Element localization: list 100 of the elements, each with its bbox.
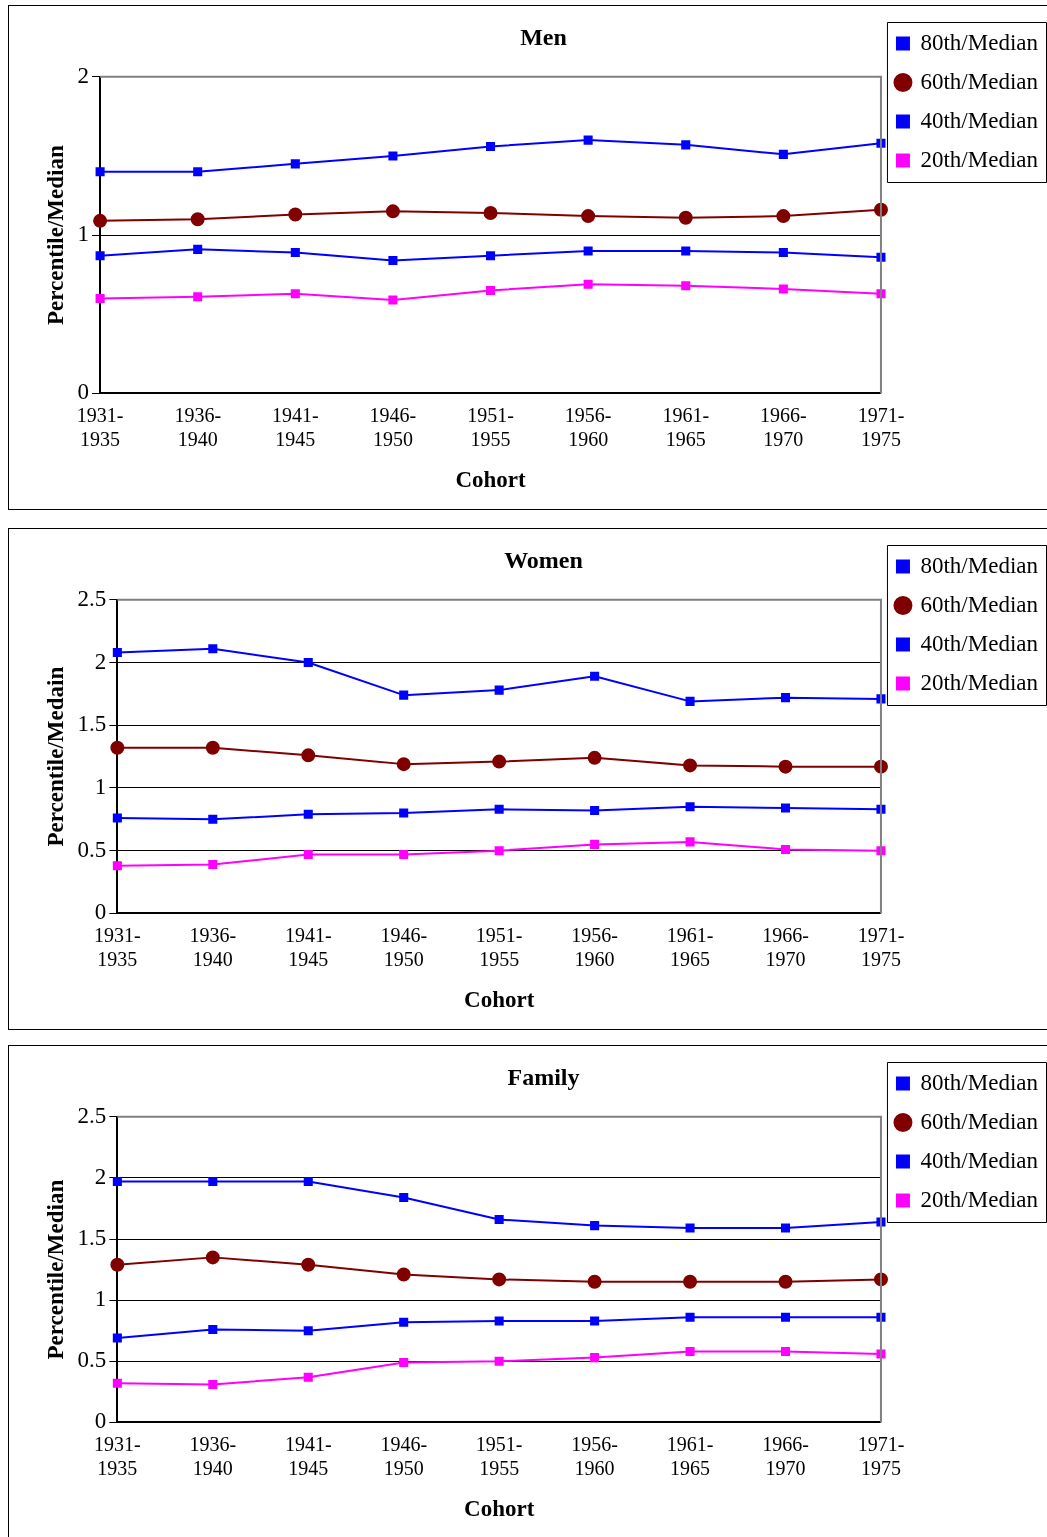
point (685, 1346, 695, 1357)
point (95, 251, 105, 261)
y-axis-title: Percentile/Median (42, 1179, 68, 1360)
point (193, 244, 203, 254)
point (587, 750, 602, 765)
point (492, 754, 507, 769)
point (780, 1312, 791, 1322)
y-tick-label: 1 (94, 1286, 107, 1312)
x-tick-label: 1936-1940 (189, 1432, 237, 1479)
point (683, 1274, 698, 1289)
point (205, 740, 220, 755)
legend-label: 60th/Median (920, 591, 1039, 617)
x-tick-label: 1951-1955 (467, 403, 514, 450)
point (590, 1353, 600, 1363)
point (780, 1346, 791, 1357)
point (208, 1324, 218, 1335)
x-axis-title: Cohort (455, 467, 526, 493)
point (583, 135, 593, 145)
y-tick-label: 2.5 (77, 585, 107, 611)
x-tick-label: 1966-1970 (760, 403, 807, 450)
point (93, 213, 108, 228)
legend-label: 40th/Median (920, 1147, 1039, 1173)
point (112, 1333, 122, 1343)
legend-label: 20th/Median (920, 1186, 1039, 1212)
legend-label: 80th/Median (920, 1069, 1039, 1095)
x-tick-label: 1941-1945 (271, 403, 319, 450)
point (778, 284, 788, 294)
point (95, 293, 105, 303)
point (486, 141, 496, 151)
point (590, 806, 600, 816)
point (492, 1272, 507, 1287)
point (486, 251, 496, 261)
x-tick-label: 1971-1975 (857, 1432, 905, 1479)
x-axis-title: Cohort (464, 1496, 535, 1522)
y-tick-label: 0 (77, 379, 90, 405)
point (301, 748, 316, 763)
chart-title: Men (520, 23, 567, 50)
point (303, 1177, 313, 1187)
x-tick-label: 1966-1970 (762, 923, 809, 970)
y-axis-title: Percentile/Median (42, 145, 68, 325)
point (112, 647, 122, 658)
legend-label: 60th/Median (920, 68, 1039, 94)
point (399, 690, 409, 700)
point (208, 1379, 218, 1390)
point (190, 212, 205, 227)
point (399, 849, 409, 859)
point (494, 1214, 504, 1225)
point (590, 839, 600, 849)
point (494, 846, 504, 856)
legend-label: 80th/Median (920, 552, 1039, 578)
x-axis-title: Cohort (464, 987, 535, 1013)
point (683, 758, 698, 773)
x-tick-label: 1961-1965 (666, 923, 714, 970)
point (685, 837, 695, 847)
point (685, 802, 695, 812)
point (681, 140, 691, 150)
legend-label: 20th/Median (920, 146, 1039, 172)
point (396, 757, 411, 772)
y-axis-title: Percentile/Medain (42, 666, 68, 847)
point (778, 1274, 793, 1289)
x-tick-label: 1966-1970 (762, 1432, 809, 1479)
point (778, 247, 788, 258)
point (112, 861, 122, 871)
x-tick-label: 1951-1955 (475, 1432, 523, 1479)
point (590, 1221, 600, 1231)
point (780, 844, 791, 854)
point (303, 849, 313, 859)
point (780, 803, 791, 813)
x-tick-label: 1956-1960 (571, 1432, 618, 1479)
x-tick-label: 1931-1935 (94, 1432, 141, 1479)
point (778, 759, 793, 774)
point (678, 210, 693, 225)
point (681, 281, 691, 291)
x-tick-label: 1961-1965 (666, 1432, 714, 1479)
y-tick-label: 2 (94, 1163, 107, 1189)
point (399, 1317, 409, 1327)
y-tick-label: 1 (77, 221, 90, 247)
point (208, 814, 218, 824)
point (590, 1316, 600, 1326)
point (303, 1372, 313, 1382)
point (303, 809, 313, 819)
legend-label: 80th/Median (920, 29, 1039, 55)
point (208, 1177, 218, 1187)
point (112, 1177, 122, 1187)
point (208, 859, 218, 870)
legend-label: 40th/Median (920, 107, 1039, 133)
point (290, 289, 300, 299)
point (486, 285, 496, 296)
point (776, 209, 791, 224)
x-tick-label: 1931-1935 (94, 923, 141, 970)
point (301, 1257, 316, 1272)
point (685, 696, 695, 706)
point (590, 671, 600, 681)
point (290, 159, 300, 169)
point (290, 247, 300, 258)
point (399, 1192, 409, 1203)
x-tick-label: 1936-1940 (174, 403, 222, 450)
point (303, 1326, 313, 1336)
chart-title: Women (504, 546, 583, 573)
point (587, 1274, 602, 1289)
